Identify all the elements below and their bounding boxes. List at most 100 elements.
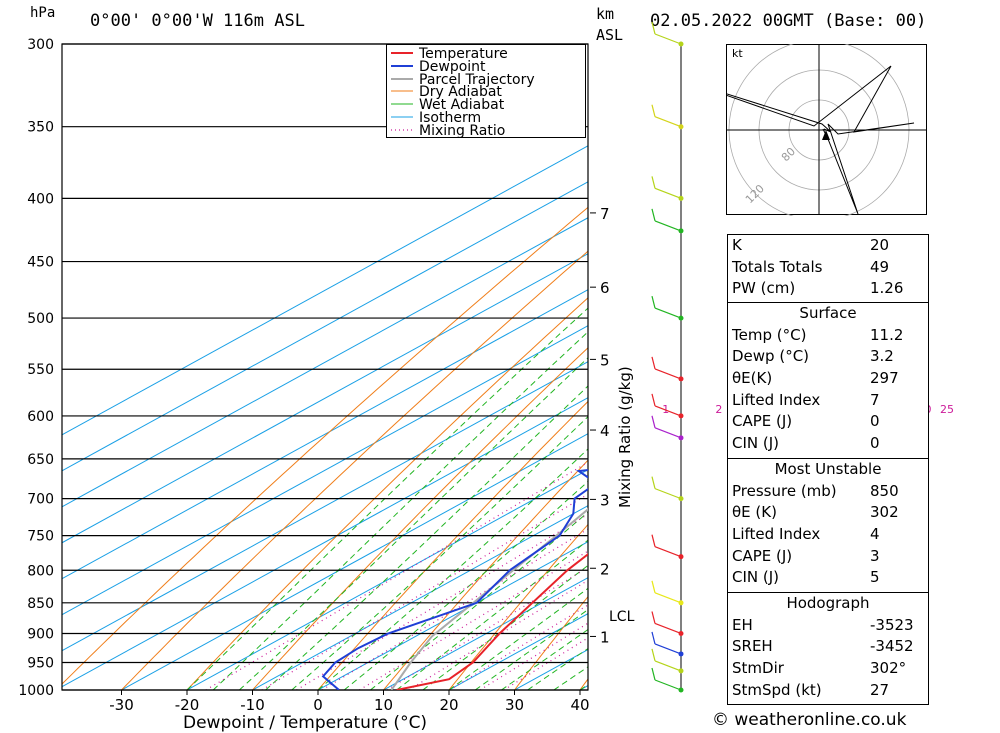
- sfc-thetae-label: θE(K): [732, 369, 773, 388]
- legend-wet-adiabat: Wet Adiabat: [419, 97, 505, 113]
- hodo-eh-label: EH: [732, 615, 753, 634]
- idx-k-label: K: [732, 236, 742, 255]
- legend: [386, 44, 586, 138]
- pressure-tick-label: 700: [27, 492, 54, 508]
- location-label: 0°00' 0°00'W 116m ASL: [90, 11, 305, 31]
- pressure-tick-label: 1000: [18, 683, 54, 699]
- wind-level-dot: [678, 554, 684, 560]
- idx-pw-label: PW (cm): [732, 279, 796, 298]
- isotherm-line: [62, 217, 588, 508]
- hodo-title: Hodograph: [786, 594, 870, 613]
- mixing-ratio-label: 25: [940, 403, 954, 416]
- wet-adiabat-line: [239, 357, 588, 690]
- km-tick-label: 5: [600, 351, 610, 369]
- mu-cin-value: 5: [870, 568, 880, 587]
- wind-level-dot: [678, 668, 684, 674]
- wind-barb: [654, 427, 682, 439]
- wet-adiabat-line: [370, 511, 588, 690]
- x-tick-label: 20: [439, 696, 458, 714]
- dry-adiabat-line: [973, 7, 1000, 690]
- wind-barb: [654, 660, 682, 672]
- hodograph-unit: kt: [732, 47, 743, 60]
- mu-cin-label: CIN (J): [732, 568, 780, 587]
- wind-barb: [654, 546, 682, 558]
- km-tick-label: 6: [600, 279, 610, 297]
- hodo-sreh-label: SREH: [732, 637, 773, 656]
- dry-adiabat-line: [514, 595, 588, 690]
- km-tick-label: 3: [600, 491, 610, 509]
- mixing-ratio-label: 2: [715, 403, 722, 416]
- dry-adiabat-line: [62, 206, 588, 685]
- wind-level-dot: [678, 124, 684, 130]
- pressure-tick-label: 400: [27, 191, 54, 207]
- hodo-stmspd-label: StmSpd (kt): [732, 680, 822, 699]
- mixing-ratio-axis-label: Mixing Ratio (g/kg): [616, 366, 634, 508]
- mixing-ratio-line: [261, 493, 588, 690]
- hodograph: kt 80 120: [726, 44, 927, 216]
- isotherm-line: [382, 577, 588, 690]
- legend-dewpoint: Dewpoint: [419, 59, 486, 75]
- pressure-tick-label: 850: [27, 596, 54, 612]
- wind-level-dot: [678, 195, 684, 201]
- wind-barb: [654, 592, 682, 604]
- wind-barb: [654, 220, 682, 232]
- wind-barb: [654, 33, 682, 45]
- wind-barb-flag: [651, 580, 656, 593]
- hodo-sreh-value: -3452: [870, 637, 914, 656]
- km-label: km: [596, 5, 615, 23]
- wet-adiabat-line: [265, 385, 588, 690]
- isotherm-line: [120, 433, 588, 690]
- hodograph-trace: [726, 65, 915, 215]
- pressure-tick-label: 950: [27, 655, 54, 671]
- km-tick-label: 2: [600, 560, 610, 578]
- isotherm-line: [62, 181, 588, 472]
- isotherm-line: [185, 469, 588, 690]
- mu-title: Most Unstable: [774, 460, 882, 479]
- wet-adiabat-line: [317, 448, 588, 690]
- indices-top-panel: K 20 Totals Totals 49 PW (cm) 1.26: [727, 234, 929, 304]
- wind-level-dot: [678, 687, 684, 693]
- wind-barb-flag: [651, 631, 656, 645]
- wind-level-dot: [678, 413, 684, 419]
- legend-parcel: Parcel Trajectory: [419, 72, 535, 88]
- isotherm-line: [316, 541, 588, 690]
- most-unstable-panel: Most Unstable Pressure (mb) 850 θE (K) 302…: [727, 458, 929, 593]
- wind-barb: [654, 116, 682, 128]
- mixing-ratio-line: [503, 637, 588, 690]
- wet-adiabat-line: [396, 539, 588, 690]
- mixing-ratio-line: [321, 528, 588, 690]
- pressure-tick-label: 350: [27, 120, 54, 136]
- wind-barb-flag: [651, 476, 656, 489]
- wet-adiabat-line: [422, 564, 588, 690]
- wind-barb: [654, 368, 682, 380]
- wind-barb: [654, 643, 682, 655]
- x-tick-label: 0: [313, 696, 323, 714]
- wind-level-dot: [678, 600, 684, 606]
- wind-level-dot: [678, 41, 684, 47]
- mixing-ratio-line: [479, 622, 588, 690]
- mu-pressure-value: 850: [870, 481, 899, 500]
- sfc-dewp-value: 3.2: [870, 347, 894, 366]
- hodo-stmspd-value: 27: [870, 680, 890, 699]
- x-tick-label: -30: [109, 696, 134, 714]
- legend-swatches: Temperature Dewpoint Parcel Trajectory D…: [391, 46, 535, 138]
- km-tick-label: 1: [600, 628, 610, 646]
- sfc-li-label: Lifted Index: [732, 390, 821, 409]
- wind-level-dot: [678, 630, 684, 636]
- pressure-tick-label: 900: [27, 626, 54, 642]
- legend-mixing-ratio: Mixing Ratio: [419, 123, 505, 138]
- isotherm-line: [62, 253, 588, 544]
- pressure-tick-label: 750: [27, 529, 54, 545]
- hpa-label: hPa: [30, 5, 56, 21]
- wind-barb-flag: [651, 176, 656, 189]
- asl-label: ASL: [596, 26, 624, 44]
- sfc-li-value: 7: [870, 390, 880, 409]
- wind-barb-flag: [651, 104, 656, 117]
- wet-adiabat-line: [212, 331, 588, 690]
- pressure-tick-label: 600: [27, 409, 54, 425]
- sfc-thetae-value: 297: [870, 369, 899, 388]
- dry-adiabat-line: [186, 297, 588, 690]
- legend-isotherm: Isotherm: [419, 110, 481, 126]
- mu-li-label: Lifted Index: [732, 525, 821, 544]
